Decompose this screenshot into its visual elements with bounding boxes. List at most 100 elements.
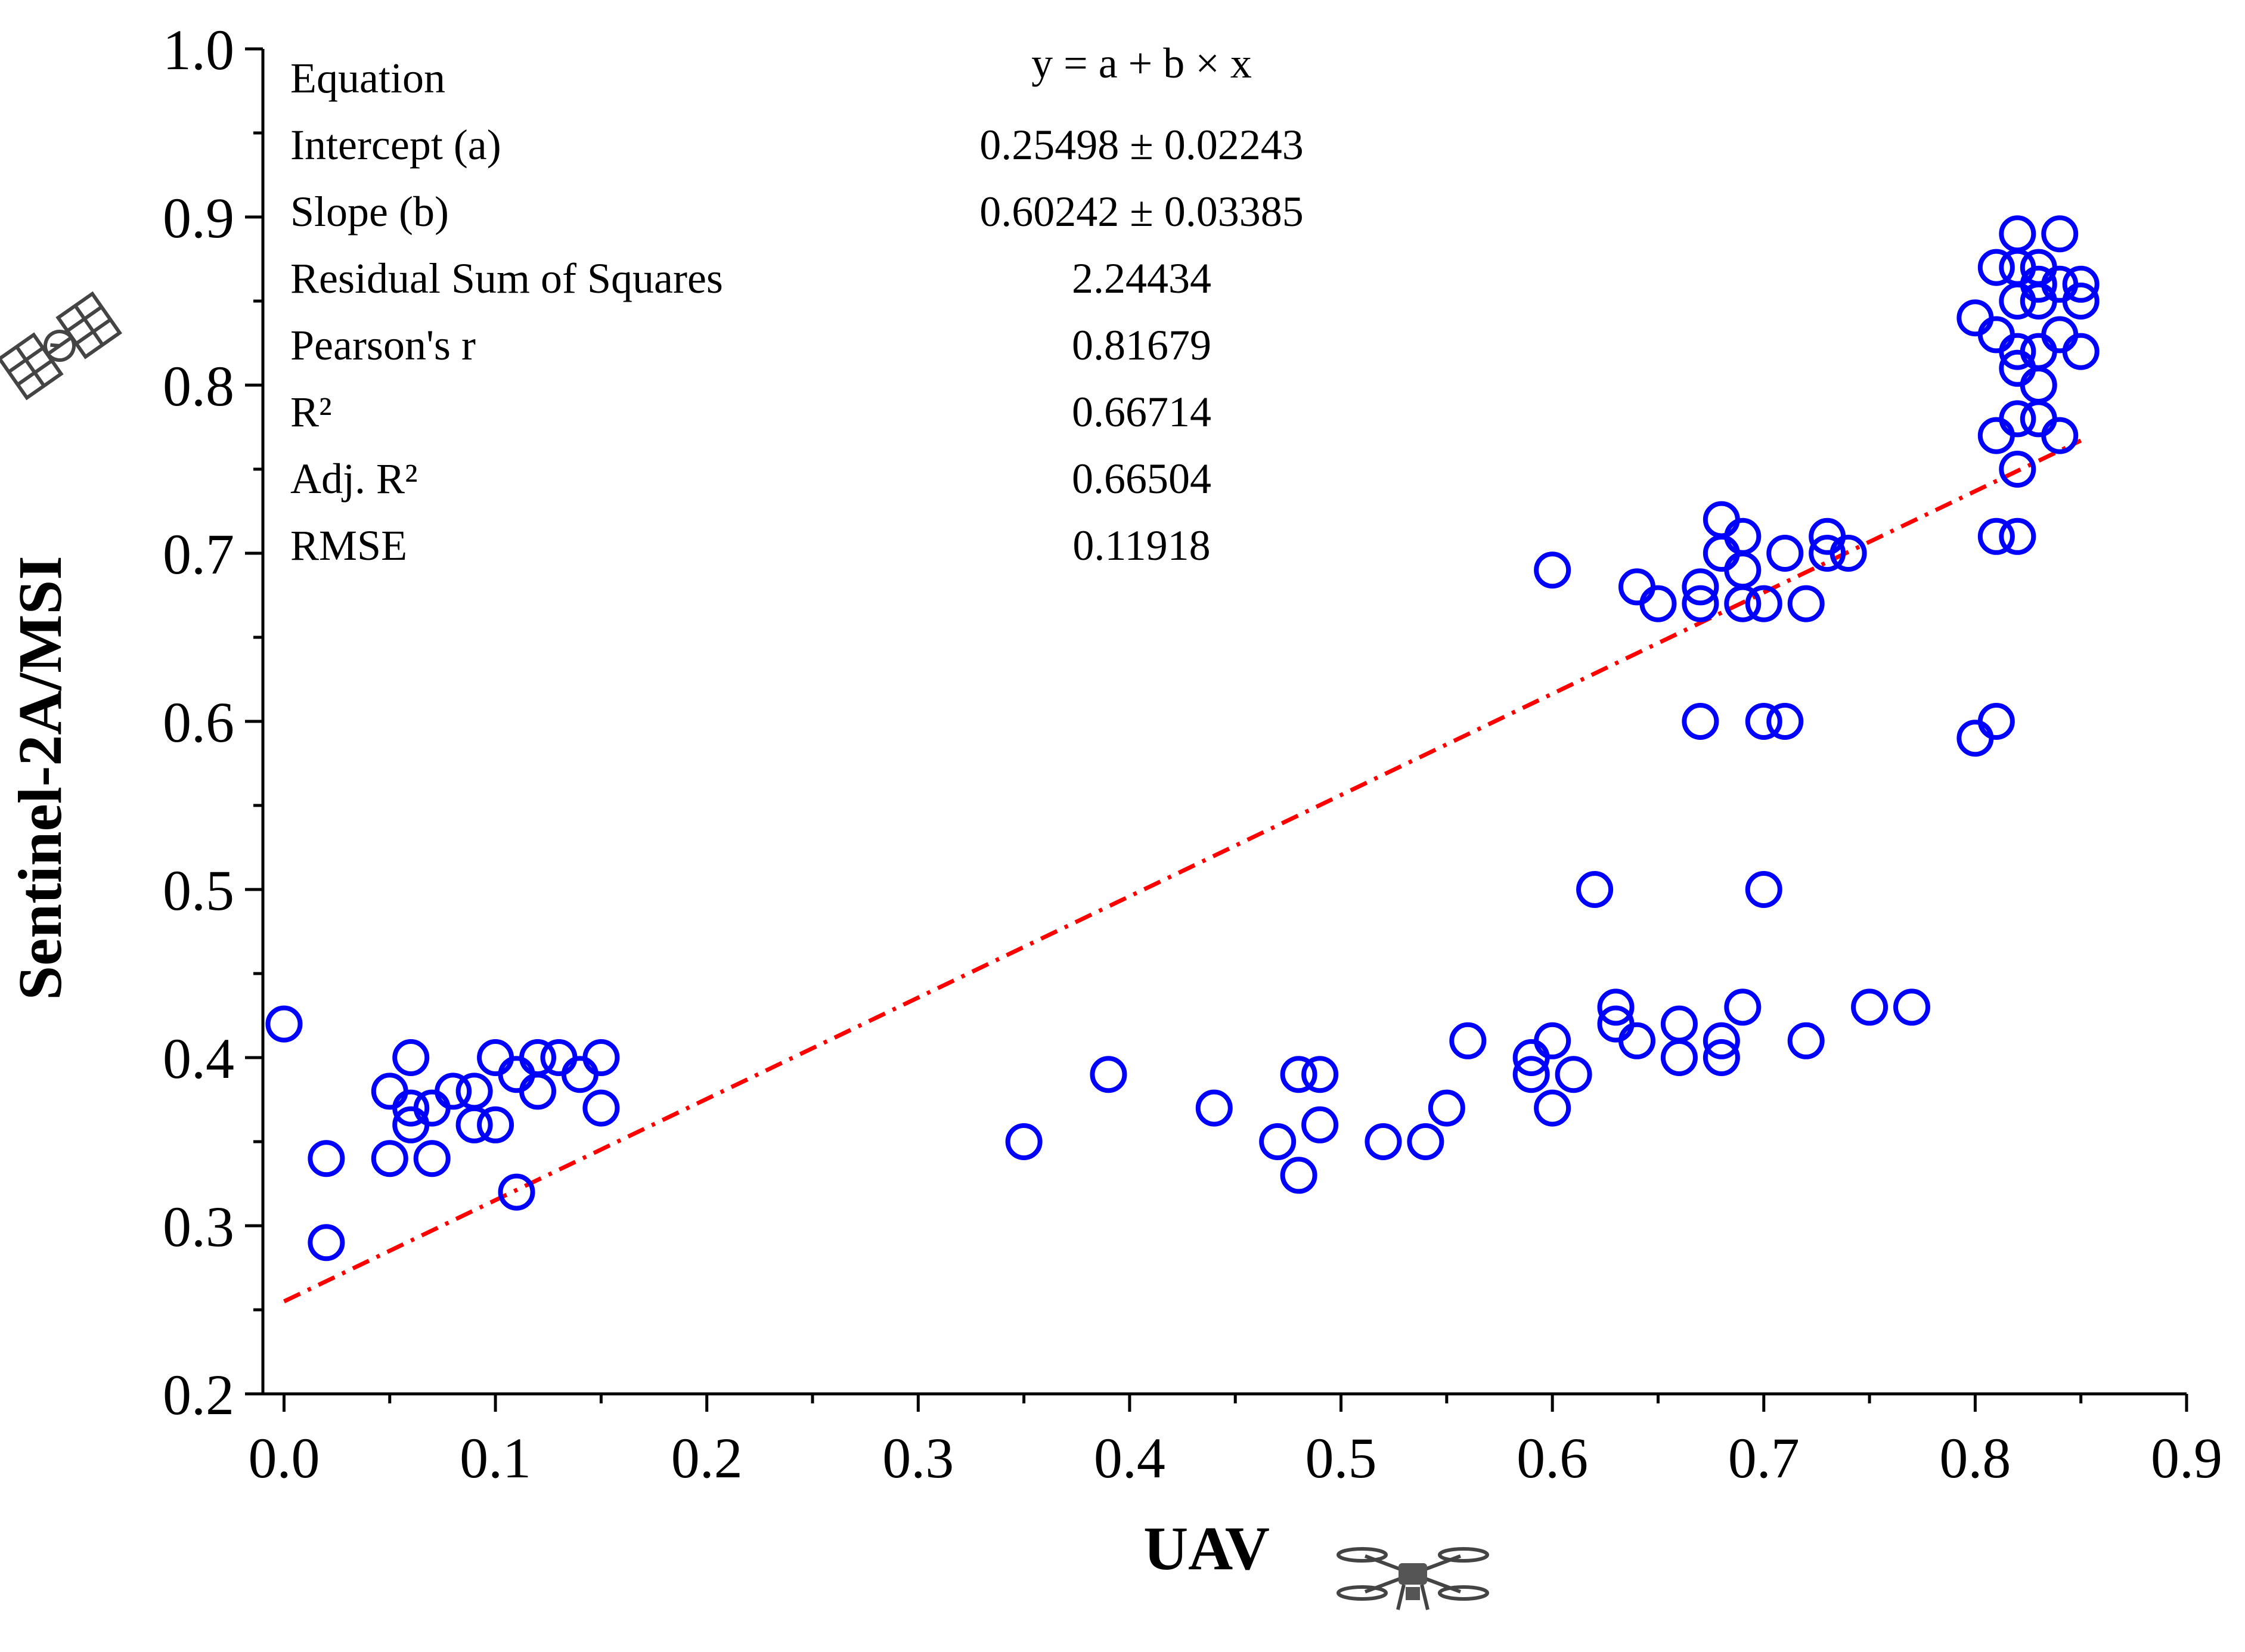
- y-axis-title: Sentinel-2A/MSI: [6, 556, 75, 1000]
- data-point: [498, 1173, 535, 1211]
- data-point: [1977, 417, 2015, 454]
- data-point: [2020, 400, 2057, 438]
- data-point: [2062, 333, 2100, 370]
- data-point: [561, 1056, 599, 1093]
- data-point: [1745, 871, 1782, 908]
- data-point: [413, 1089, 451, 1127]
- data-point: [1766, 535, 1804, 572]
- data-point: [308, 1224, 345, 1262]
- data-point: [2041, 417, 2079, 454]
- satellite-icon: [0, 291, 122, 401]
- data-point: [1512, 1056, 1550, 1093]
- data-point: [1301, 1106, 1339, 1143]
- x-tick-label: 0.3: [882, 1426, 954, 1490]
- data-point: [392, 1089, 430, 1127]
- data-point: [1534, 1022, 1571, 1059]
- y-tick-label: 0.4: [163, 1027, 234, 1090]
- data-point: [413, 1140, 451, 1177]
- data-point: [1280, 1056, 1317, 1093]
- data-point: [540, 1039, 578, 1076]
- stat-value: 0.66714: [1072, 388, 1211, 436]
- x-tick-label: 0.5: [1306, 1426, 1377, 1490]
- data-point: [1999, 517, 2036, 555]
- data-point: [1682, 585, 1719, 622]
- data-point: [1534, 1089, 1571, 1127]
- x-axis-title: UAV: [1143, 1514, 1270, 1583]
- data-point: [1766, 703, 1804, 740]
- stat-label: Pearson's r: [290, 321, 476, 369]
- x-tick-label: 0.0: [248, 1426, 320, 1490]
- data-point: [1977, 249, 2015, 286]
- data-point: [1977, 517, 2015, 555]
- stat-value: 0.66504: [1072, 455, 1211, 503]
- data-point: [477, 1039, 514, 1076]
- data-point: [1280, 1157, 1317, 1194]
- stat-value: 0.60242 ± 0.03385: [979, 188, 1304, 235]
- data-point: [1787, 1022, 1825, 1059]
- data-point: [1809, 535, 1846, 572]
- data-point: [519, 1073, 556, 1110]
- data-point: [2062, 283, 2100, 320]
- data-point: [1724, 517, 1762, 555]
- data-point: [455, 1106, 493, 1143]
- x-tick-label: 0.8: [1939, 1426, 2011, 1490]
- data-point: [308, 1140, 345, 1177]
- stat-label: R²: [290, 388, 332, 436]
- y-tick-label: 0.8: [163, 354, 234, 418]
- y-tick-label: 0.9: [163, 186, 234, 250]
- drone-icon: [1337, 1547, 1489, 1610]
- data-point: [1703, 535, 1740, 572]
- data-point: [477, 1106, 514, 1143]
- data-point: [435, 1073, 472, 1110]
- stat-value: 0.11918: [1072, 522, 1210, 569]
- data-point: [1534, 551, 1571, 589]
- fit-line: [283, 438, 2082, 1304]
- data-point: [2062, 265, 2100, 303]
- data-point: [371, 1073, 408, 1110]
- data-point: [1977, 703, 2015, 740]
- data-point: [1618, 1022, 1655, 1059]
- data-point: [1660, 1039, 1698, 1076]
- data-point: [1576, 871, 1614, 908]
- data-point: [1977, 316, 2015, 354]
- points-layer: [265, 215, 2100, 1262]
- data-point: [1259, 1123, 1297, 1160]
- stat-label: Equation: [290, 54, 445, 102]
- stats-table: Equation y = a + b × x Intercept (a) 0.2549…: [290, 39, 1304, 569]
- axes: 0.2 0.3 0.4 0.5 0.6 0.7 0.8 0.9 1.0 0.0 0.1 0.2 0.3 0…: [163, 18, 2222, 1490]
- data-point: [392, 1039, 430, 1076]
- data-point: [1724, 988, 1762, 1026]
- data-point: [1407, 1123, 1444, 1160]
- x-tick-label: 0.6: [1517, 1426, 1588, 1490]
- stat-label: Intercept (a): [290, 121, 501, 169]
- data-point: [2020, 367, 2057, 404]
- data-point: [1999, 215, 2036, 253]
- stat-value: y = a + b × x: [1031, 39, 1252, 87]
- x-tick-label: 0.4: [1094, 1426, 1165, 1490]
- stat-value: 2.24434: [1072, 255, 1211, 302]
- data-point: [1428, 1089, 1465, 1127]
- data-point: [1999, 333, 2036, 370]
- data-point: [1703, 1022, 1740, 1059]
- stat-label: Slope (b): [290, 188, 449, 235]
- data-point: [1555, 1056, 1592, 1093]
- y-tick-label: 0.5: [163, 858, 234, 922]
- x-tick-label: 0.7: [1728, 1426, 1800, 1490]
- data-point: [1724, 585, 1762, 622]
- data-point: [1999, 451, 2036, 488]
- x-tick-label: 0.2: [671, 1426, 743, 1490]
- data-point: [1301, 1056, 1339, 1093]
- data-point: [1639, 585, 1677, 622]
- data-point: [1956, 299, 1994, 337]
- data-point: [1195, 1089, 1233, 1127]
- data-point: [1745, 703, 1782, 740]
- data-point: [1787, 585, 1825, 622]
- stat-value: 0.25498 ± 0.02243: [979, 121, 1304, 169]
- data-point: [1618, 568, 1655, 606]
- y-tick-label: 1.0: [163, 18, 234, 82]
- data-point: [1703, 501, 1740, 538]
- data-point: [1682, 568, 1719, 606]
- y-tick-label: 0.3: [163, 1195, 234, 1259]
- data-point: [1682, 703, 1719, 740]
